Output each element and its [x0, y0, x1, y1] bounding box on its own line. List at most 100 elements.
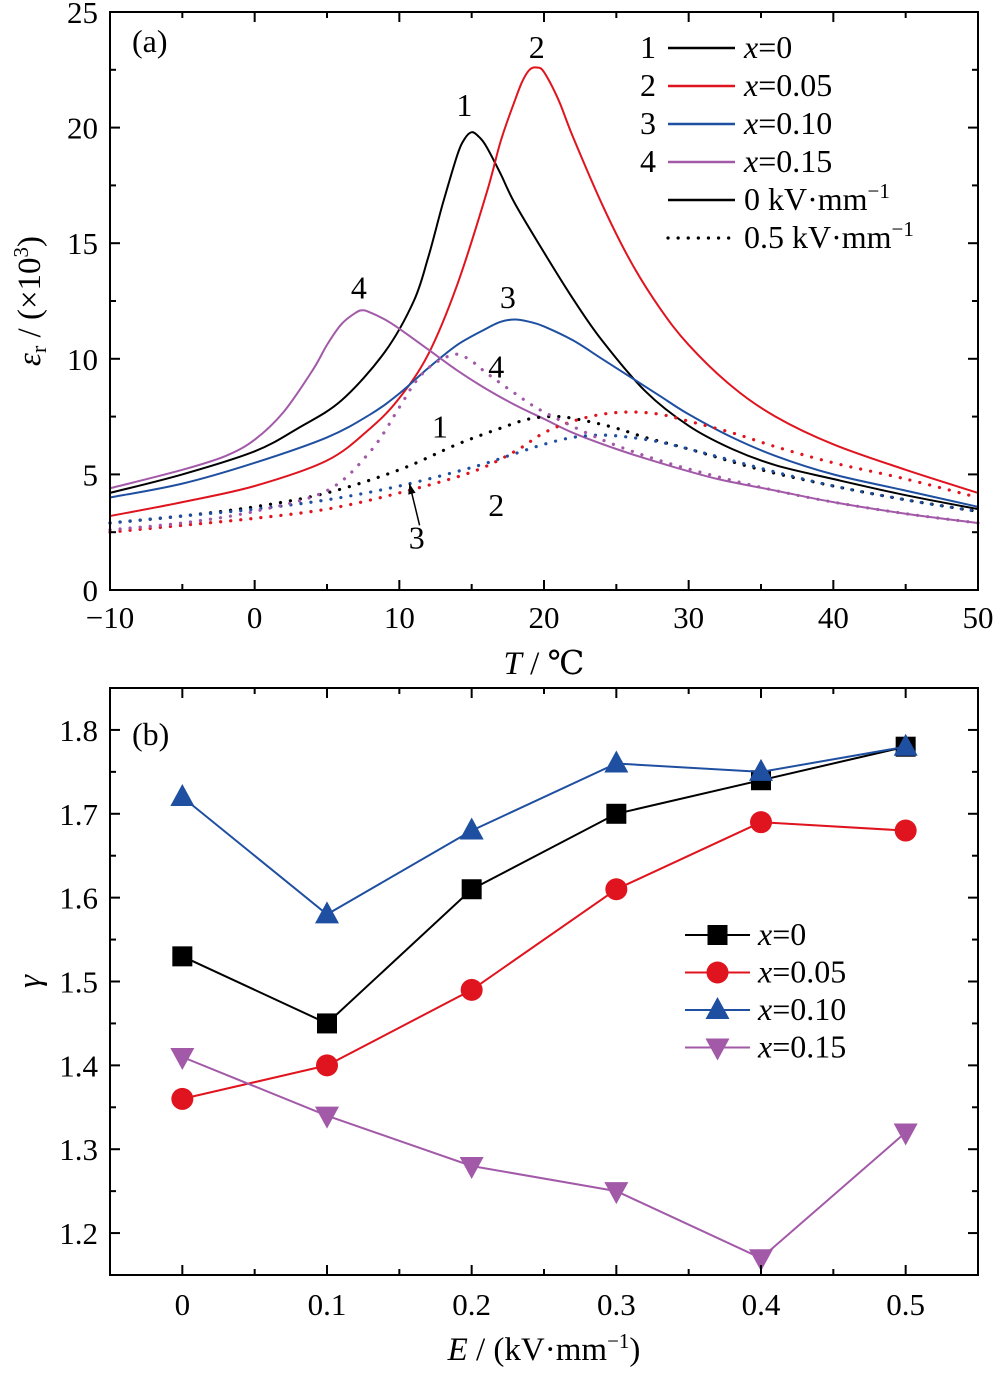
legend-unit-sup: −1: [868, 179, 890, 203]
curve-label: 3: [500, 279, 516, 315]
legend-number: 4: [640, 143, 656, 179]
panel-a-curves: [108, 66, 980, 534]
x-tick-label: 0.4: [742, 1287, 781, 1322]
y-axis-label-var: γ: [12, 974, 48, 988]
data-point-3-0: [170, 1047, 195, 1070]
series-curve-2: [109, 318, 979, 508]
series-line-3: [181, 1056, 907, 1260]
series-line-1: [182, 821, 906, 1100]
series-line-0: [181, 745, 906, 1025]
legend-number: 1: [640, 29, 656, 65]
legend-marker: [705, 1038, 730, 1061]
curve-label: 1: [432, 408, 448, 444]
data-point-1-5: [894, 819, 917, 842]
x-tick-label: 0: [175, 1287, 191, 1322]
legend-text: x=0.15: [757, 1029, 846, 1065]
legend-marker: [707, 925, 728, 945]
legend-text: 0.5 kV·mm−1: [744, 217, 914, 255]
y-axis-label-var: ε: [12, 353, 48, 366]
legend-var: x: [757, 954, 772, 990]
data-point-2-2: [459, 817, 484, 840]
panel-b-frame: [109, 687, 979, 1276]
legend-marker: [705, 997, 730, 1019]
legend-val: =0.10: [758, 105, 832, 141]
legend-var: x: [757, 991, 772, 1027]
data-point-1-2: [460, 978, 483, 1001]
x-tick-label: −10: [86, 600, 134, 635]
y-tick-label: 10: [67, 342, 98, 377]
series-curve-1: [109, 66, 979, 517]
data-point-0-0: [172, 946, 193, 967]
legend-marker: [706, 961, 729, 984]
legend-unit-sup: −1: [892, 217, 914, 241]
x-tick-label: 50: [963, 600, 994, 635]
x-axis-label-var: T: [504, 646, 525, 682]
x-tick-label: 0: [247, 600, 263, 635]
x-axis-label-rest: / ℃: [522, 646, 585, 682]
legend-number: 2: [640, 67, 656, 103]
x-tick-label: 0.5: [886, 1287, 925, 1322]
curve-label: 1: [456, 87, 472, 123]
data-point-2-1: [315, 901, 339, 924]
legend-text: x=0: [743, 29, 792, 65]
panel-b: 0 0.1 0.2 0.3 0.4 0.5 1.2 1.3 1.4 1.5 1.6 1.7 1.8 (b)…: [12, 687, 979, 1368]
data-point-0-3: [606, 803, 627, 824]
legend-var: x: [743, 67, 758, 103]
legend-b: x=0x=0.05x=0.10x=0.15: [685, 916, 846, 1065]
legend-val: =0: [758, 29, 792, 65]
series-curve-4: [108, 414, 980, 525]
x-tick-label: 40: [818, 600, 849, 635]
y-axis-label-sub: r: [26, 345, 51, 353]
y-tick-label: 0: [83, 573, 99, 608]
curve-label: 2: [529, 29, 545, 65]
y-axis-label: γ: [12, 974, 48, 988]
x-axis-label: T / ℃: [504, 646, 585, 682]
legend-text: x=0.05: [757, 954, 846, 990]
legend-val: =0.10: [772, 991, 846, 1027]
y-tick-label: 25: [67, 0, 98, 30]
x-tick-label: 30: [673, 600, 704, 635]
y-tick-label: 15: [67, 226, 98, 261]
data-point-3-4: [749, 1249, 773, 1272]
curve-label: 4: [351, 270, 367, 306]
y-tick-label: 1.2: [59, 1216, 98, 1251]
legend-val: =0: [772, 916, 806, 952]
legend-number: 3: [640, 105, 656, 141]
data-point-2-5: [893, 733, 918, 756]
x-axis-label-sup: −1: [607, 1329, 629, 1353]
y-tick-label: 20: [67, 111, 98, 146]
legend-var: x: [757, 1029, 772, 1065]
data-point-1-4: [750, 811, 772, 834]
x-tick-label: 20: [529, 600, 560, 635]
y-tick-label: 5: [83, 457, 99, 492]
panel-label-b: (b): [132, 716, 169, 752]
legend-var: x: [743, 29, 758, 65]
legend-unit: 0 kV·mm: [744, 181, 868, 217]
data-point-2-4: [749, 758, 773, 781]
y-axis-label-rest: / (×10: [12, 257, 48, 345]
y-axis-label-sup: 3: [9, 247, 33, 258]
y-tick-label: 1.7: [59, 797, 98, 832]
curve-label: 4: [488, 348, 504, 384]
data-point-0-1: [317, 1013, 337, 1034]
x-tick-label: 10: [384, 600, 415, 635]
legend-text: x=0.10: [757, 991, 846, 1027]
x-tick-label: 0.3: [597, 1287, 636, 1322]
legend-text: x=0.10: [743, 105, 832, 141]
y-tick-label: 1.4: [59, 1048, 98, 1083]
data-point-0-2: [461, 879, 482, 900]
data-point-3-2: [459, 1156, 484, 1179]
series-curve-0: [109, 131, 979, 511]
legend-val: =0.05: [758, 67, 832, 103]
data-point-3-3: [604, 1182, 629, 1205]
curve-label: 3: [409, 519, 425, 555]
annotation-arrow-head: [408, 483, 416, 495]
data-point-3-1: [315, 1106, 339, 1129]
legend-val: =0.05: [772, 954, 846, 990]
data-point-1-0: [171, 1087, 194, 1110]
curve-label: 2: [488, 487, 504, 523]
x-axis-label-rest: / (kV·mm: [468, 1332, 608, 1368]
legend-var: x: [743, 143, 758, 179]
series-line-2: [181, 745, 906, 916]
